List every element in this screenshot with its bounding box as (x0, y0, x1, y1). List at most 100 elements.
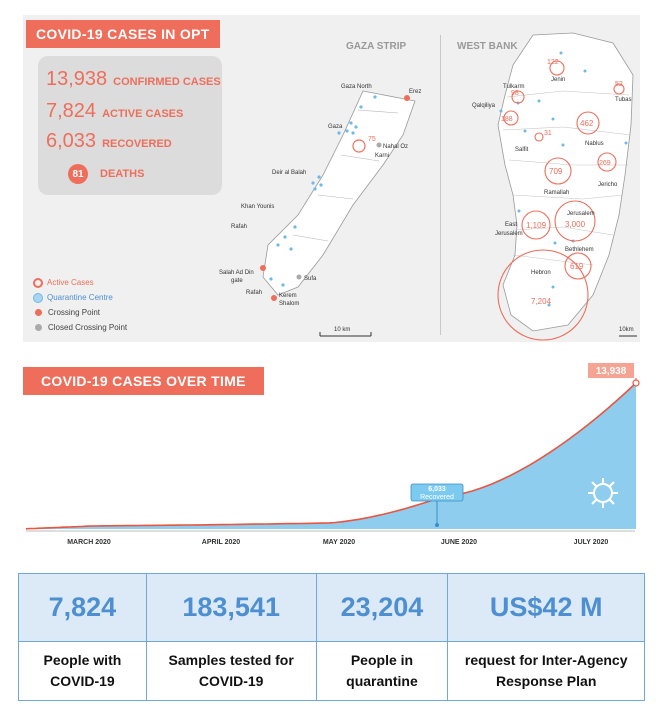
kerem-crossing-icon (271, 295, 277, 301)
quarantine-dot (313, 187, 317, 191)
total-callout: 13,938 (588, 363, 640, 387)
virus-icon (588, 478, 618, 508)
stat-recovered: 6,033 RECOVERED (46, 130, 172, 153)
gaza-strip-label: GAZA STRIP (346, 41, 407, 52)
label-nahal-oz: Nahal Oz (383, 144, 408, 150)
legend-active: Active Cases (33, 275, 127, 290)
quarantine-dot (354, 125, 358, 129)
label-erez: Erez (409, 89, 421, 95)
quarantine-dot (359, 105, 363, 109)
gaza-outline (262, 90, 416, 296)
label-sufa: Sufa (304, 276, 317, 282)
jericho-circle (597, 152, 617, 172)
hebron-circle (497, 249, 589, 341)
nahal-oz-closed-icon (376, 142, 382, 148)
jericho-cases: 269 (599, 160, 611, 167)
confirmed-label: CONFIRMED CASES (113, 76, 221, 88)
active-area (26, 383, 636, 529)
total-cases-line (25, 382, 637, 530)
label-deir-al-balah: Deir al Balah (272, 170, 306, 176)
kpi-label-funding: request for Inter-Agency Response Plan (447, 641, 645, 701)
chart-svg: 6,033 Recovered 13,938 MARCH 2020 APRIL 2… (25, 363, 640, 546)
active-cases-icon (33, 277, 43, 288)
gaza-cases-label: 75 (368, 136, 376, 143)
month-tick-label: JULY 2020 (574, 539, 609, 546)
jerusalem-cases: 3,000 (565, 220, 586, 229)
region-divider (440, 35, 441, 335)
ramallah-cases: 709 (549, 167, 563, 176)
label-khan-younis: Khan Younis (241, 204, 274, 210)
cases-over-time-chart: COVID-19 CASES OVER TIME 6,033 Recovered… (23, 363, 640, 553)
tubas-cases: 52 (615, 81, 623, 88)
quarantine-icon (33, 292, 43, 303)
quarantine-dot (276, 243, 280, 247)
month-tick-label: APRIL 2020 (202, 539, 240, 546)
map-title: COVID-19 CASES IN OPT (26, 20, 220, 48)
jerusalem-circle (554, 200, 596, 242)
label-jenin: Jenin (551, 77, 565, 83)
bethlehem-cases: 619 (570, 262, 584, 271)
quarantine-dot (319, 183, 323, 187)
confirmed-number: 13,938 (46, 68, 108, 90)
kpi-label-samples-line1: Samples tested for (168, 652, 294, 668)
label-rafah-crossing: Rafah (246, 290, 262, 296)
stat-confirmed: 13,938 CONFIRMED CASES (46, 68, 221, 91)
gaza-active-circle (352, 139, 366, 153)
west-bank-label: WEST BANK (457, 41, 518, 52)
legend-active-label: Active Cases (47, 278, 94, 287)
quarantine-dot (351, 131, 355, 135)
kpi-value-funding: US$42 M (447, 573, 645, 642)
kpi-value-covid: 7,824 (18, 573, 147, 642)
stats-box: 13,938 CONFIRMED CASES 7,824 ACTIVE CASE… (38, 56, 222, 195)
kpi-label-covid: People with COVID-19 (18, 641, 147, 701)
label-gaza: Gaza (328, 124, 343, 130)
qalqiliya-circle (503, 110, 519, 126)
map-panel: COVID-19 CASES IN OPT 13,938 CONFIRMED C… (23, 15, 640, 342)
quarantine-dot (311, 181, 315, 185)
map-legend: Active Cases Quarantine Centre Crossing … (33, 275, 127, 335)
bethlehem-circle (564, 252, 592, 280)
quarantine-dot (373, 95, 377, 99)
quarantine-dot (349, 121, 353, 125)
label-ramallah: Ramallah (544, 190, 569, 196)
active-label: ACTIVE CASES (102, 108, 184, 120)
label-jerusalem: Jerusalem (567, 211, 595, 217)
kpi-label-quarantine-line2: quarantine (346, 673, 418, 689)
kpi-label-quarantine: People in quarantine (315, 641, 449, 701)
salfit-circle (534, 132, 544, 142)
label-karni: Karni (375, 153, 389, 159)
gaza-map: 75 Gaza North Erez Gaza Nahal Oz Karni D… (219, 84, 421, 337)
nablus-cases: 462 (580, 119, 594, 128)
recovered-callout-number: 6,033 (428, 486, 446, 493)
deaths-label: DEATHS (100, 168, 145, 180)
label-east-jerusalem: Jerusalem (495, 231, 523, 237)
stat-active: 7,824 ACTIVE CASES (46, 100, 183, 123)
tulkarm-cases: 98 (511, 90, 519, 97)
kpi-label-samples: Samples tested for COVID-19 (145, 641, 317, 701)
east-jerusalem-circle (521, 210, 551, 240)
legend-quarantine-label: Quarantine Centre (47, 293, 113, 302)
month-tick-labels: MARCH 2020 APRIL 2020 MAY 2020 JUNE 2020 JUL… (67, 539, 608, 546)
kpi-table: 7,824 183,541 23,204 US$42 M People with… (18, 573, 645, 701)
legend-crossing: Crossing Point (33, 305, 127, 320)
tubas-circle (613, 83, 625, 95)
label-salah-ad-din: Salah Ad Din (219, 270, 254, 276)
jenin-cases: 122 (547, 59, 559, 66)
erez-crossing-icon (404, 95, 410, 101)
label-bethlehem: Bethlehem (565, 247, 594, 253)
kpi-value-quarantine: 23,204 (315, 573, 449, 642)
ramallah-circle (544, 157, 572, 185)
salah-crossing-icon (260, 265, 266, 271)
crossing-point-icon (35, 309, 42, 316)
quarantine-dot (269, 277, 273, 281)
hebron-cases: 7,204 (531, 297, 552, 306)
closed-crossing-icon (35, 324, 42, 331)
label-east: East (505, 222, 517, 228)
legend-closed-label: Closed Crossing Point (48, 323, 128, 332)
kpi-value-samples: 183,541 (145, 573, 317, 642)
label-tulkarm: Tulkarm (503, 84, 524, 90)
gaza-scale-label: 10 km (334, 327, 350, 333)
recovered-callout: 6,033 Recovered (410, 483, 464, 527)
kpi-label-quarantine-line1: People in (350, 652, 414, 668)
legend-quarantine: Quarantine Centre (33, 290, 127, 305)
